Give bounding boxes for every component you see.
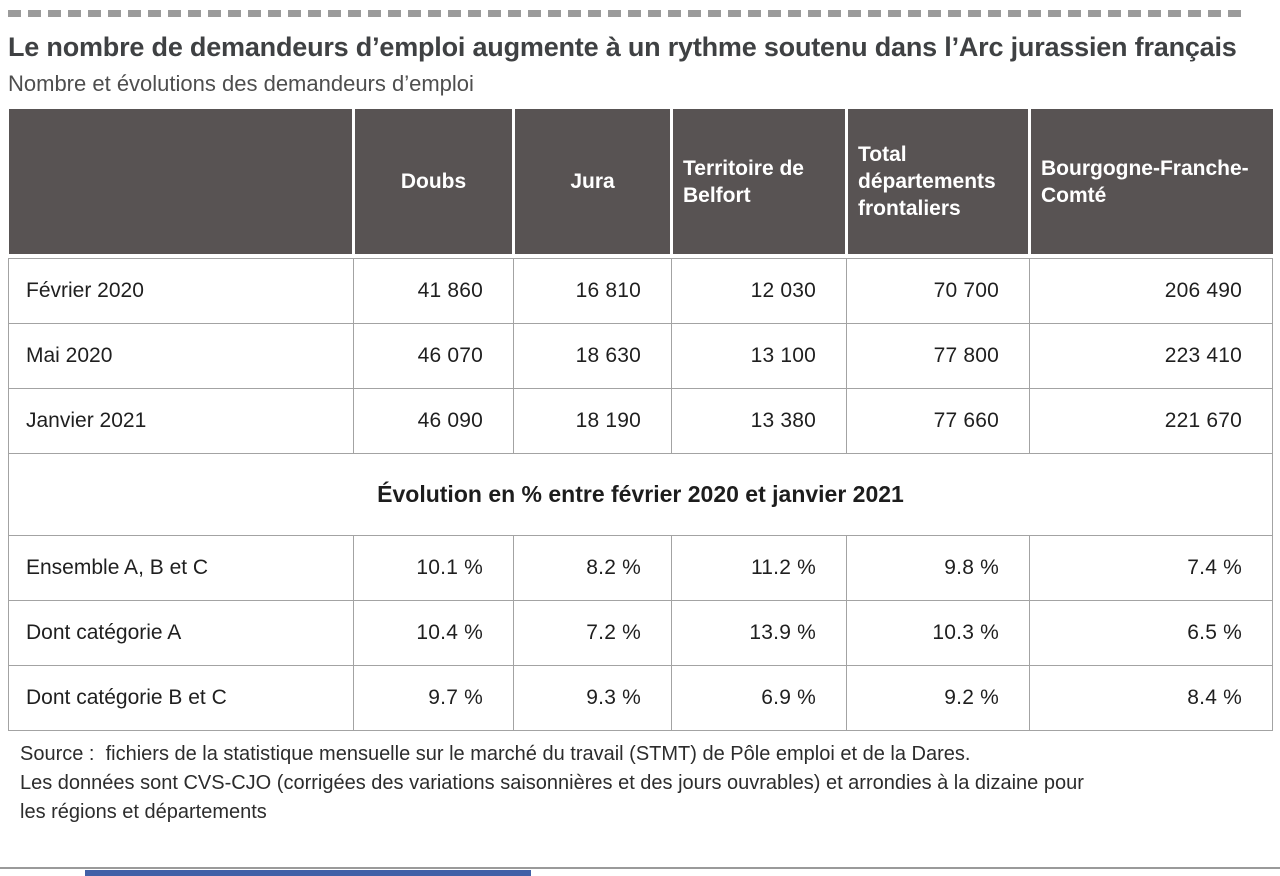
value-cell: 11.2 % xyxy=(671,534,847,601)
value-cell: 12 030 xyxy=(671,257,847,324)
page-title: Le nombre de demandeurs d’emploi augment… xyxy=(8,32,1237,62)
value-cell: 46 090 xyxy=(353,387,514,454)
row-label: Ensemble A, B et C xyxy=(8,534,354,601)
column-header-jura: Jura xyxy=(513,109,673,254)
value-cell: 6.5 % xyxy=(1029,599,1273,666)
value-cell: 16 810 xyxy=(513,257,672,324)
value-cell: 13 100 xyxy=(671,322,847,389)
row-label: Janvier 2021 xyxy=(8,387,354,454)
value-cell: 77 660 xyxy=(846,387,1030,454)
source-note-line2: Les données sont CVS-CJO (corrigées des … xyxy=(20,771,1084,794)
source-note: Source : fichiers de la statistique mens… xyxy=(8,731,1272,827)
page-subtitle: Nombre et évolutions des demandeurs d’em… xyxy=(8,71,474,96)
row-label: Dont catégorie A xyxy=(8,599,354,666)
value-cell: 41 860 xyxy=(353,257,514,324)
table-row-fevrier-2020: Février 2020 41 860 16 810 12 030 70 700… xyxy=(8,257,1273,324)
value-cell: 13 380 xyxy=(671,387,847,454)
value-cell: 221 670 xyxy=(1029,387,1273,454)
header-spacer-row xyxy=(8,254,1273,258)
value-cell: 9.8 % xyxy=(846,534,1030,601)
column-header-corner xyxy=(8,109,355,254)
column-header-total-departements-frontaliers: Total départements frontaliers xyxy=(846,109,1031,254)
row-label: Février 2020 xyxy=(8,257,354,324)
value-cell: 13.9 % xyxy=(671,599,847,666)
table-row-dont-categorie-a: Dont catégorie A 10.4 % 7.2 % 13.9 % 10.… xyxy=(8,599,1273,666)
value-cell: 6.9 % xyxy=(671,664,847,731)
source-note-line3: les régions et départements xyxy=(20,800,267,823)
bottom-rule xyxy=(0,867,1280,869)
value-cell: 10.3 % xyxy=(846,599,1030,666)
column-header-bourgogne-franche-comte: Bourgogne-Franche-Comté xyxy=(1029,109,1273,254)
section-header: Évolution en % entre février 2020 et jan… xyxy=(8,452,1273,536)
row-label: Mai 2020 xyxy=(8,322,354,389)
table-row-dont-categorie-b-et-c: Dont catégorie B et C 9.7 % 9.3 % 6.9 % … xyxy=(8,664,1273,731)
value-cell: 46 070 xyxy=(353,322,514,389)
value-cell: 8.4 % xyxy=(1029,664,1273,731)
demandeurs-emploi-table: Doubs Jura Territoire de Belfort Total d… xyxy=(8,109,1273,731)
value-cell: 223 410 xyxy=(1029,322,1273,389)
bottom-accent-bar xyxy=(85,870,531,876)
table-row-mai-2020: Mai 2020 46 070 18 630 13 100 77 800 223… xyxy=(8,322,1273,389)
value-cell: 18 630 xyxy=(513,322,672,389)
value-cell: 7.2 % xyxy=(513,599,672,666)
row-label: Dont catégorie B et C xyxy=(8,664,354,731)
value-cell: 77 800 xyxy=(846,322,1030,389)
table-row-janvier-2021: Janvier 2021 46 090 18 190 13 380 77 660… xyxy=(8,387,1273,454)
value-cell: 10.1 % xyxy=(353,534,514,601)
section-header-row: Évolution en % entre février 2020 et jan… xyxy=(8,452,1273,536)
column-header-territoire-de-belfort: Territoire de Belfort xyxy=(671,109,848,254)
top-dashed-rule xyxy=(8,10,1242,17)
value-cell: 9.7 % xyxy=(353,664,514,731)
header-row: Doubs Jura Territoire de Belfort Total d… xyxy=(8,109,1273,254)
value-cell: 7.4 % xyxy=(1029,534,1273,601)
value-cell: 70 700 xyxy=(846,257,1030,324)
value-cell: 9.2 % xyxy=(846,664,1030,731)
value-cell: 18 190 xyxy=(513,387,672,454)
table-row-ensemble-abc: Ensemble A, B et C 10.1 % 8.2 % 11.2 % 9… xyxy=(8,534,1273,601)
document-page: Le nombre de demandeurs d’emploi augment… xyxy=(8,10,1273,827)
value-cell: 8.2 % xyxy=(513,534,672,601)
value-cell: 206 490 xyxy=(1029,257,1273,324)
source-note-line1: Source : fichiers de la statistique mens… xyxy=(20,742,971,765)
value-cell: 10.4 % xyxy=(353,599,514,666)
value-cell: 9.3 % xyxy=(513,664,672,731)
column-header-doubs: Doubs xyxy=(353,109,515,254)
